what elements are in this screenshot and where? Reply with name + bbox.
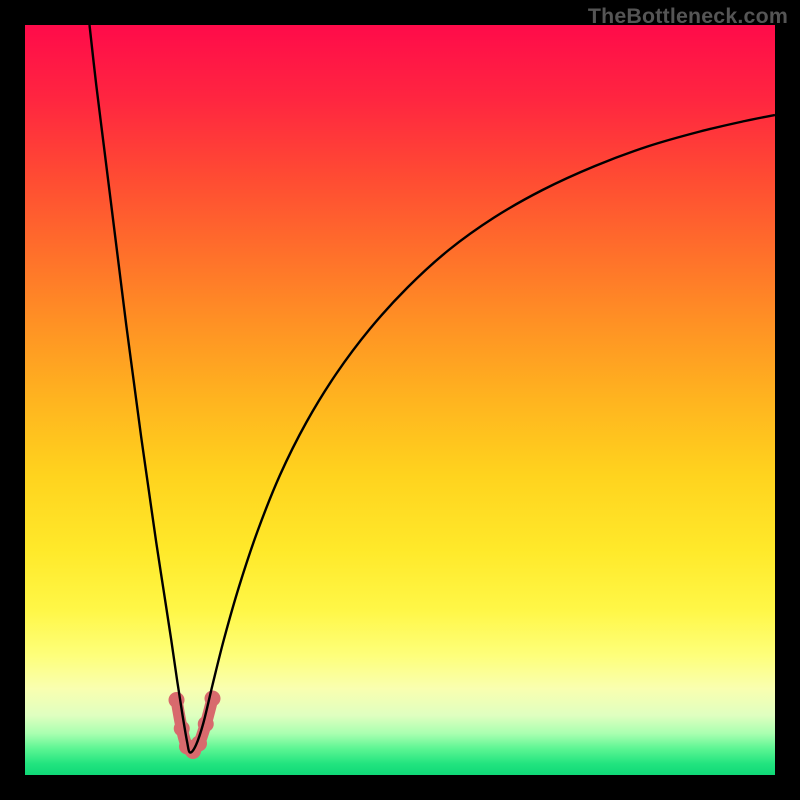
- bottleneck-figure: TheBottleneck.com: [0, 0, 800, 800]
- plot-area: [25, 25, 775, 775]
- gradient-background: [25, 25, 775, 775]
- attribution-text: TheBottleneck.com: [588, 4, 788, 29]
- chart-canvas: [0, 0, 800, 800]
- highlight-dot: [174, 721, 190, 737]
